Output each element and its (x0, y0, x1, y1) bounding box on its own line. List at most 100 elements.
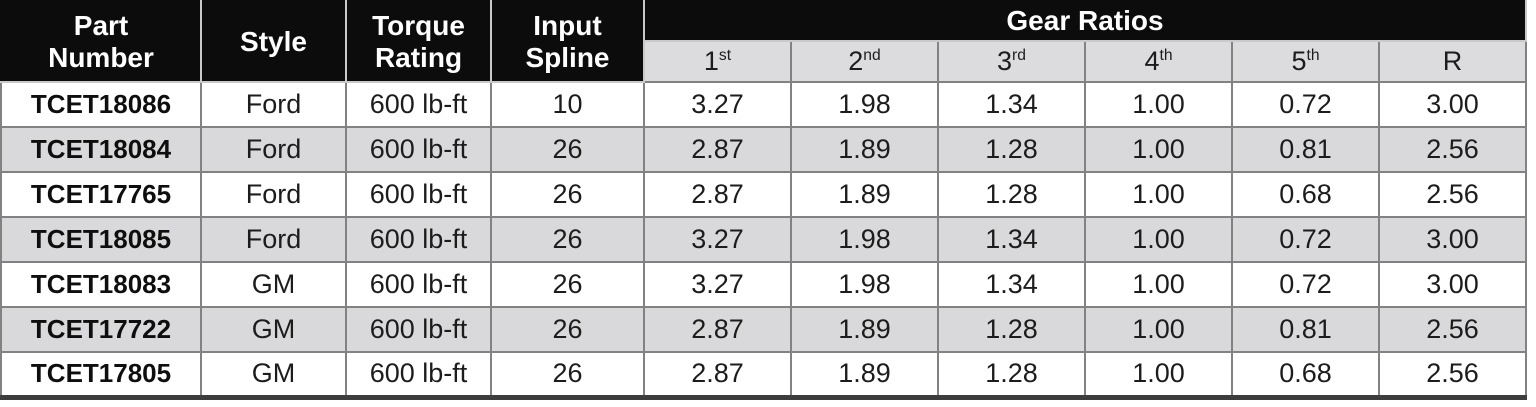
table-body: TCET18086 Ford 600 lb-ft 10 3.27 1.98 1.… (0, 81, 1527, 398)
cell-gear-ratio: 0.81 (1231, 306, 1380, 353)
cell-part-number: TCET17765 (0, 171, 202, 218)
cell-gear-ratio: 3.27 (643, 81, 792, 128)
cell-gear-ratio: 1.28 (937, 171, 1086, 218)
gear-label: R (1442, 46, 1463, 76)
cell-gear-ratio: 3.00 (1378, 216, 1527, 263)
cell-gear-ratio: 1.89 (790, 126, 939, 173)
cell-gear-ratio: 1.98 (790, 81, 939, 128)
cell-input-spline: 26 (490, 351, 645, 398)
cell-gear-ratio: 1.28 (937, 306, 1086, 353)
header-torque-rating: Torque Rating (345, 0, 492, 83)
header-gear-1st: 1st (643, 40, 792, 83)
cell-gear-ratio: 2.56 (1378, 171, 1527, 218)
cell-input-spline: 26 (490, 171, 645, 218)
header-gear-3rd: 3rd (937, 40, 1086, 83)
cell-part-number: TCET18084 (0, 126, 202, 173)
gear-ratios-table: Part Number Style Torque Rating Input Sp… (0, 0, 1527, 400)
table-row: TCET18084 Ford 600 lb-ft 26 2.87 1.89 1.… (0, 126, 1527, 173)
header-gear-4th: 4th (1084, 40, 1233, 83)
cell-gear-ratio: 3.00 (1378, 81, 1527, 128)
cell-gear-ratio: 1.00 (1084, 351, 1233, 398)
table-row: TCET18085 Ford 600 lb-ft 26 3.27 1.98 1.… (0, 216, 1527, 263)
cell-gear-ratio: 2.56 (1378, 126, 1527, 173)
cell-gear-ratio: 1.89 (790, 306, 939, 353)
cell-torque-rating: 600 lb-ft (345, 216, 492, 263)
cell-gear-ratio: 0.72 (1231, 216, 1380, 263)
cell-torque-rating: 600 lb-ft (345, 351, 492, 398)
cell-torque-rating: 600 lb-ft (345, 171, 492, 218)
cell-gear-ratio: 1.00 (1084, 306, 1233, 353)
cell-part-number: TCET18085 (0, 216, 202, 263)
cell-gear-ratio: 1.34 (937, 81, 1086, 128)
table-row: TCET17722 GM 600 lb-ft 26 2.87 1.89 1.28… (0, 306, 1527, 353)
gear-label: 3 (997, 46, 1013, 76)
cell-gear-ratio: 1.00 (1084, 81, 1233, 128)
cell-input-spline: 26 (490, 216, 645, 263)
cell-gear-ratio: 3.00 (1378, 261, 1527, 308)
cell-style: GM (200, 261, 347, 308)
cell-part-number: TCET18083 (0, 261, 202, 308)
cell-gear-ratio: 2.87 (643, 351, 792, 398)
cell-gear-ratio: 3.27 (643, 216, 792, 263)
cell-gear-ratio: 1.28 (937, 351, 1086, 398)
table-row: TCET18083 GM 600 lb-ft 26 3.27 1.98 1.34… (0, 261, 1527, 308)
cell-gear-ratio: 2.56 (1378, 306, 1527, 353)
cell-gear-ratio: 1.28 (937, 126, 1086, 173)
header-gear-2nd: 2nd (790, 40, 939, 83)
cell-style: GM (200, 351, 347, 398)
cell-torque-rating: 600 lb-ft (345, 306, 492, 353)
cell-gear-ratio: 1.98 (790, 261, 939, 308)
cell-torque-rating: 600 lb-ft (345, 81, 492, 128)
cell-gear-ratio: 0.68 (1231, 351, 1380, 398)
cell-gear-ratio: 0.72 (1231, 261, 1380, 308)
cell-gear-ratio: 1.98 (790, 216, 939, 263)
cell-part-number: TCET18086 (0, 81, 202, 128)
header-gear-ratios: Gear Ratios (643, 0, 1527, 42)
gear-label: 2 (848, 46, 864, 76)
cell-gear-ratio: 0.68 (1231, 171, 1380, 218)
cell-gear-ratio: 1.89 (790, 171, 939, 218)
gear-label-suffix: st (718, 47, 732, 64)
cell-gear-ratio: 1.89 (790, 351, 939, 398)
cell-style: Ford (200, 126, 347, 173)
gear-label-suffix: nd (863, 47, 881, 64)
cell-part-number: TCET17805 (0, 351, 202, 398)
gear-label-suffix: th (1159, 47, 1173, 64)
gear-label: 4 (1144, 46, 1160, 76)
cell-gear-ratio: 1.00 (1084, 216, 1233, 263)
cell-gear-ratio: 3.27 (643, 261, 792, 308)
cell-gear-ratio: 0.72 (1231, 81, 1380, 128)
cell-gear-ratio: 0.81 (1231, 126, 1380, 173)
gear-label: 5 (1291, 46, 1307, 76)
cell-input-spline: 26 (490, 306, 645, 353)
cell-style: Ford (200, 171, 347, 218)
cell-gear-ratio: 2.56 (1378, 351, 1527, 398)
header-part-number: Part Number (0, 0, 202, 83)
header-style: Style (200, 0, 347, 83)
cell-input-spline: 26 (490, 261, 645, 308)
spec-table-container: Part Number Style Torque Rating Input Sp… (0, 0, 1527, 400)
cell-gear-ratio: 1.00 (1084, 126, 1233, 173)
cell-style: Ford (200, 216, 347, 263)
header-gear-reverse: R (1378, 40, 1527, 83)
cell-part-number: TCET17722 (0, 306, 202, 353)
cell-style: GM (200, 306, 347, 353)
cell-torque-rating: 600 lb-ft (345, 126, 492, 173)
cell-input-spline: 10 (490, 81, 645, 128)
gear-label: 1 (703, 46, 719, 76)
cell-input-spline: 26 (490, 126, 645, 173)
header-row-gears: 1st 2nd 3rd 4th 5th R (1, 40, 1527, 83)
header-row-main: Part Number Style Torque Rating Input Sp… (0, 0, 1527, 83)
header-input-spline: Input Spline (490, 0, 645, 83)
cell-gear-ratio: 1.00 (1084, 171, 1233, 218)
table-row: TCET17805 GM 600 lb-ft 26 2.87 1.89 1.28… (0, 351, 1527, 398)
table-row: TCET18086 Ford 600 lb-ft 10 3.27 1.98 1.… (0, 81, 1527, 128)
cell-gear-ratio: 2.87 (643, 126, 792, 173)
cell-gear-ratio: 2.87 (643, 171, 792, 218)
header-gear-5th: 5th (1231, 40, 1380, 83)
cell-style: Ford (200, 81, 347, 128)
gear-label-suffix: rd (1012, 47, 1026, 64)
cell-gear-ratio: 1.34 (937, 261, 1086, 308)
cell-gear-ratio: 1.34 (937, 216, 1086, 263)
cell-gear-ratio: 2.87 (643, 306, 792, 353)
